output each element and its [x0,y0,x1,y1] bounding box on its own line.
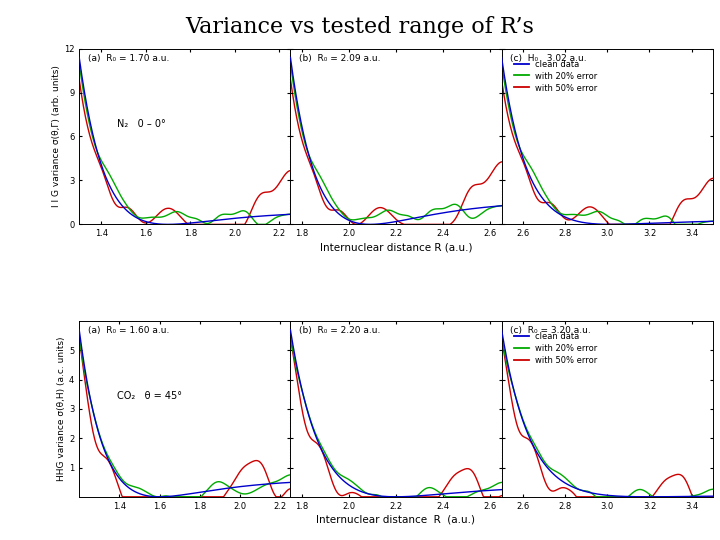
Y-axis label: I I G variance σ(θ,Γ) (arb. units): I I G variance σ(θ,Γ) (arb. units) [52,65,61,207]
X-axis label: Internuclear distance R (a.u.): Internuclear distance R (a.u.) [320,242,472,252]
Text: (b)  R₀ = 2.20 a.u.: (b) R₀ = 2.20 a.u. [299,326,380,335]
Text: (a)  R₀ = 1.70 a.u.: (a) R₀ = 1.70 a.u. [88,54,169,63]
Text: Variance vs tested range of R’s: Variance vs tested range of R’s [186,16,534,38]
Text: (b)  R₀ = 2.09 a.u.: (b) R₀ = 2.09 a.u. [299,54,380,63]
Legend: clean data, with 20% error, with 50% error: clean data, with 20% error, with 50% err… [512,58,599,94]
Text: CO₂   θ = 45°: CO₂ θ = 45° [117,392,182,401]
Text: N₂   0 – 0°: N₂ 0 – 0° [117,119,166,129]
Text: (c)  R₀ = 3.20 a.u.: (c) R₀ = 3.20 a.u. [510,326,591,335]
Legend: clean data, with 20% error, with 50% error: clean data, with 20% error, with 50% err… [512,330,599,367]
X-axis label: Internuclear distance  R  (a.u.): Internuclear distance R (a.u.) [317,515,475,525]
Text: (c)  H₀   3.02 a.u.: (c) H₀ 3.02 a.u. [510,54,587,63]
Y-axis label: HHG variance σ(θ,H) (a.c. units): HHG variance σ(θ,H) (a.c. units) [57,336,66,481]
Text: (a)  R₀ = 1.60 a.u.: (a) R₀ = 1.60 a.u. [88,326,169,335]
